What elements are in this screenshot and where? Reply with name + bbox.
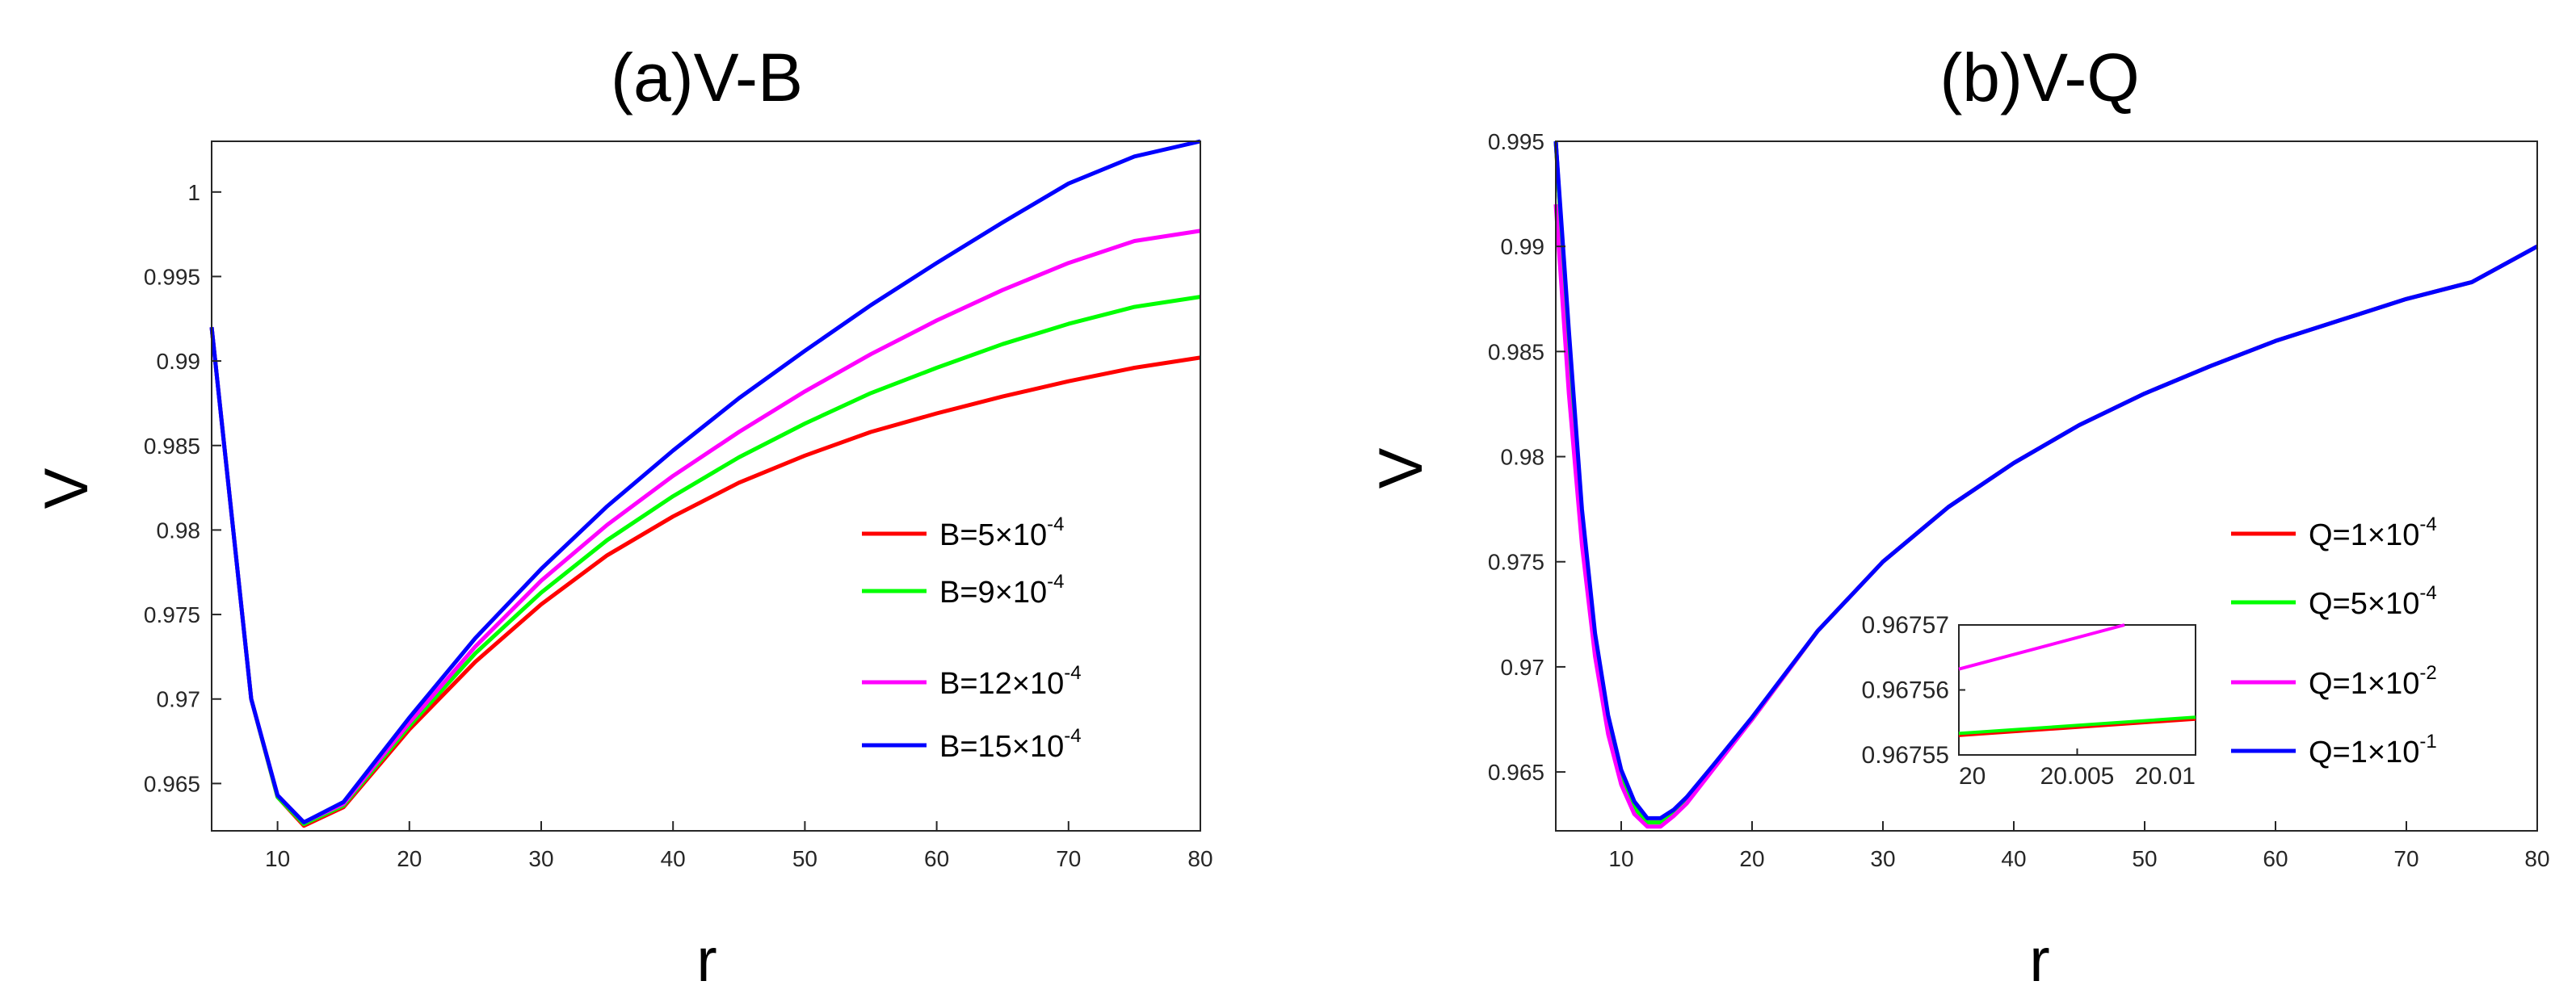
panel-b-inset: 20 20.005 20.01 0.96755 0.96756 0.96757 xyxy=(1862,612,2196,790)
legend-b-label-1: Q=1×10-4 xyxy=(2309,514,2437,552)
legend-a-label-2: B=9×10-4 xyxy=(939,571,1064,610)
panel-b-x-tick-label: 80 xyxy=(2524,846,2549,871)
legend-b-label-2: Q=5×10-4 xyxy=(2309,582,2437,621)
inset-series-line-1 xyxy=(1958,717,2196,737)
inset-x-tick-label: 20.01 xyxy=(2135,763,2196,790)
panel-b-x-tick-label: 70 xyxy=(2393,846,2418,871)
panel-b-x-tick-label: 30 xyxy=(1870,846,1895,871)
panel-a-x-tick-label: 50 xyxy=(792,846,817,871)
panel-b-x-axis-label: r xyxy=(2029,926,2049,995)
panel-b: (b)V-Q r V 10 20 30 40 50 60 70 80 0.965 0.97 0.97… xyxy=(1367,40,2550,995)
panel-b-series-group xyxy=(1553,140,2539,829)
panel-b-y-tick-label: 0.99 xyxy=(1501,234,1545,259)
panel-a-x-tick-label: 80 xyxy=(1187,846,1212,871)
panel-a-y-axis-label: V xyxy=(32,467,101,509)
panel-a-ticks: 10 20 30 40 50 60 70 80 0.965 0.97 0.975 0.98 0.985 0… xyxy=(144,180,1213,871)
panel-b-y-tick-label: 0.975 xyxy=(1488,550,1544,575)
panel-a-y-tick-label: 0.97 xyxy=(157,687,201,712)
inset-frame xyxy=(1958,624,2196,756)
panel-a-x-tick-label: 70 xyxy=(1056,846,1081,871)
legend-a-label-3: B=12×10-4 xyxy=(939,662,1082,701)
panel-a-x-tick-label: 10 xyxy=(265,846,290,871)
panel-a-y-tick-label: 1 xyxy=(187,180,200,205)
inset-series-line-3 xyxy=(1958,623,2125,671)
inset-y-tick-label: 0.96756 xyxy=(1862,677,1949,704)
panel-a-x-tick-label: 30 xyxy=(528,846,553,871)
panel-b-x-tick-label: 40 xyxy=(2001,846,2026,871)
inset-y-tick-label: 0.96755 xyxy=(1862,742,1949,769)
panel-a-x-tick-label: 40 xyxy=(661,846,686,871)
panel-a-axes-frame xyxy=(211,140,1201,832)
panel-a-y-tick-label: 0.965 xyxy=(144,771,200,796)
inset-series-line-2 xyxy=(1958,715,2196,736)
panel-a-series-group xyxy=(209,139,1201,828)
panel-a-x-tick-label: 60 xyxy=(924,846,949,871)
panel-b-y-tick-label: 0.98 xyxy=(1501,445,1545,470)
legend-b-label-3: Q=1×10-2 xyxy=(2309,662,2437,701)
panel-b-y-axis-label: V xyxy=(1367,447,1435,488)
panel-a-x-tick-label: 20 xyxy=(397,846,422,871)
inset-ticks: 20 20.005 20.01 0.96755 0.96756 0.96757 xyxy=(1862,612,2196,790)
panel-a-y-tick-label: 0.98 xyxy=(157,518,201,543)
panel-a-y-tick-label: 0.985 xyxy=(144,434,200,459)
legend-a-label-1: B=5×10-4 xyxy=(939,514,1064,552)
panel-b-axes-frame xyxy=(1555,140,2538,832)
panel-a-x-axis-label: r xyxy=(696,926,716,995)
panel-a-title: (a)V-B xyxy=(611,40,803,115)
panel-b-title: (b)V-Q xyxy=(1939,40,2139,115)
panel-a-legend: B=5×10-4 B=9×10-4 B=12×10-4 B=15×10-4 xyxy=(862,514,1082,764)
panel-b-x-tick-label: 20 xyxy=(1739,846,1764,871)
inset-x-tick-label: 20 xyxy=(1959,763,1986,790)
legend-a-label-4: B=15×10-4 xyxy=(939,725,1082,764)
panel-a-y-tick-label: 0.995 xyxy=(144,264,200,289)
inset-x-tick-label: 20.005 xyxy=(2040,763,2115,790)
panel-b-x-tick-label: 50 xyxy=(2132,846,2157,871)
panel-b-legend: Q=1×10-4 Q=5×10-4 Q=1×10-2 Q=1×10-1 xyxy=(2231,514,2437,769)
panel-b-y-tick-label: 0.985 xyxy=(1488,339,1544,364)
panel-b-y-tick-label: 0.965 xyxy=(1488,760,1544,785)
panel-a-y-tick-label: 0.99 xyxy=(157,349,201,374)
panel-a-series-line-4 xyxy=(209,139,1201,824)
panel-a: (a)V-B r V 10 20 30 40 50 60 70 80 0.965 0.97 0.97… xyxy=(32,40,1213,995)
inset-y-tick-label: 0.96757 xyxy=(1862,612,1949,639)
panel-a-y-tick-label: 0.975 xyxy=(144,602,200,627)
legend-b-label-4: Q=1×10-1 xyxy=(2309,731,2437,769)
panel-b-ticks: 10 20 30 40 50 60 70 80 0.965 0.97 0.975 0.98 0.985 0… xyxy=(1488,129,2550,871)
panel-b-x-tick-label: 60 xyxy=(2263,846,2288,871)
panel-b-y-tick-label: 0.97 xyxy=(1501,655,1545,680)
panel-b-x-tick-label: 10 xyxy=(1608,846,1633,871)
panel-b-series-line-4 xyxy=(1553,140,2539,820)
panel-b-y-tick-label: 0.995 xyxy=(1488,129,1544,154)
inset-series-group xyxy=(1958,623,2196,737)
